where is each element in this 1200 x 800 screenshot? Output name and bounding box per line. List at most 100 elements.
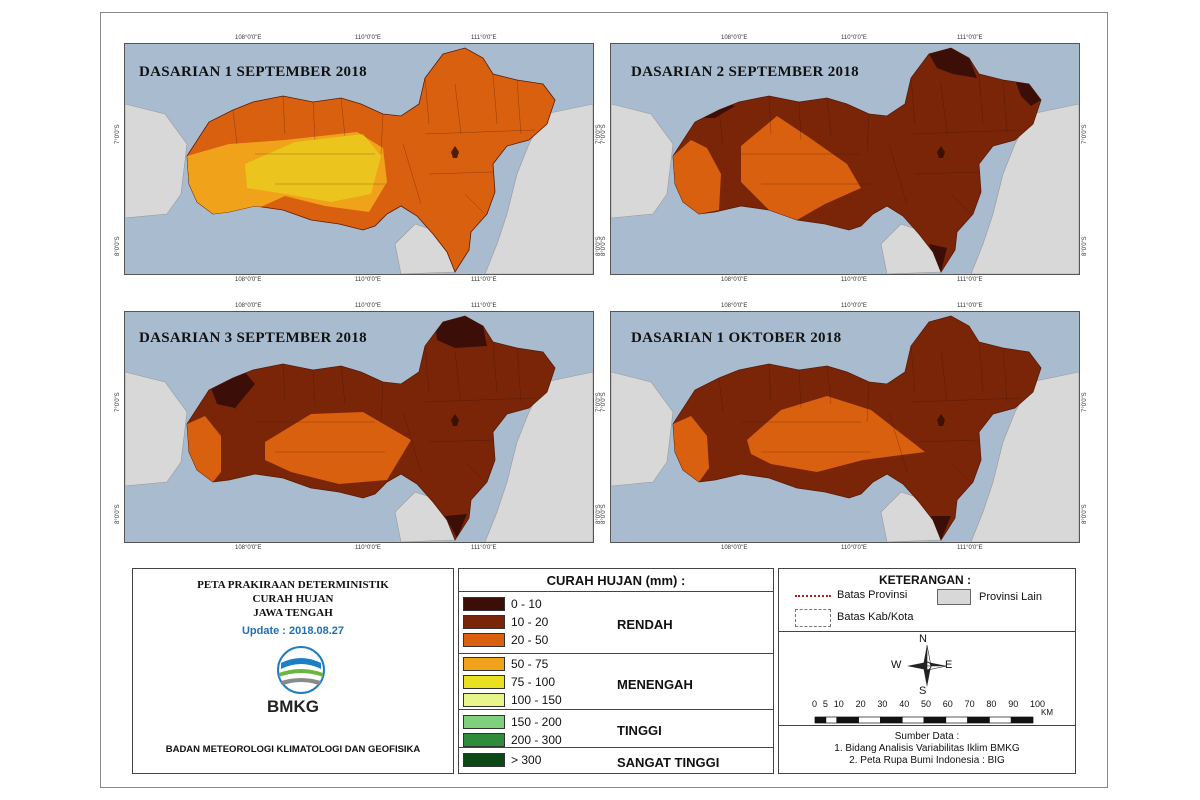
longitude-label: 110°0'0"E [355, 277, 381, 283]
legend-swatch [463, 692, 505, 707]
regency-boundary [380, 113, 384, 155]
scale-unit: KM [1041, 708, 1053, 717]
compass-west: W [891, 659, 902, 671]
legend-row: 200 - 300 [463, 731, 562, 748]
east-java-land [484, 103, 593, 274]
bmkg-logo-text: BMKG [267, 697, 319, 716]
city-marker [451, 146, 459, 158]
longitude-label: 111°0'0"E [471, 277, 497, 283]
regency-boundary [282, 363, 286, 403]
west-java-land [611, 371, 674, 487]
legend-row: 10 - 20 [463, 613, 548, 630]
latitude-label: 7°0'0"S [601, 392, 607, 412]
regency-boundary [888, 411, 908, 473]
regency-boundary [950, 461, 972, 483]
regency-boundary [978, 73, 984, 125]
regency-boundary [718, 377, 724, 413]
east-java-land [484, 371, 593, 542]
longitude-label: 111°0'0"E [471, 35, 497, 41]
latitude-label: 7°0'0"S [115, 124, 121, 144]
legend-header: CURAH HUJAN (mm) : [546, 573, 686, 588]
legend-swatch [463, 656, 505, 671]
city-marker [451, 414, 459, 426]
longitude-label: 110°0'0"E [841, 35, 867, 41]
regency-boundary [978, 341, 984, 393]
legend-range-label: 10 - 20 [511, 614, 549, 629]
regency-boundary [312, 369, 316, 409]
map-canvas [125, 44, 593, 274]
regency-boundary [428, 171, 494, 175]
legend-swatch [463, 614, 505, 629]
latitude-label: 8°0'0"S [115, 504, 121, 524]
scale-segment [858, 716, 881, 724]
scale-label: 10 [833, 699, 844, 709]
rainfall-zones [673, 341, 1022, 540]
info-box: PETA PRAKIRAAN DETERMINISTIK CURAH HUJAN… [132, 568, 454, 774]
longitude-label: 108°0'0"E [721, 545, 748, 551]
regency-boundary [232, 109, 238, 145]
legend-swatch [463, 732, 505, 747]
regency-boundary [1002, 79, 1008, 135]
provinsi-lain-label: Provinsi Lain [979, 591, 1042, 603]
east-java-land [970, 103, 1079, 274]
compass-south: S [919, 685, 927, 697]
panel-title: DASARIAN 3 SEPTEMBER 2018 [139, 330, 367, 346]
regency-boundary [940, 83, 948, 135]
legend-range-label: 20 - 50 [511, 632, 549, 647]
longitude-label: 108°0'0"E [721, 35, 748, 41]
longitude-label: 110°0'0"E [355, 303, 381, 309]
scale-segment [923, 716, 947, 724]
regency-boundary [950, 193, 972, 215]
rainfall-zone-5 [929, 244, 947, 272]
latitude-label: 8°0'0"S [601, 236, 607, 256]
scale-segment [836, 716, 859, 724]
regency-boundary [380, 381, 384, 423]
rainfall-zones [187, 73, 536, 215]
legend-range-label: 0 - 10 [511, 596, 542, 611]
longitude-label: 110°0'0"E [841, 303, 867, 309]
central-java-province [672, 47, 1042, 273]
longitude-label: 108°0'0"E [721, 277, 748, 283]
scale-segment [814, 716, 827, 724]
regency-boundary [516, 347, 522, 403]
keterangan-box: KETERANGAN : Batas Provinsi Provinsi Lai… [778, 568, 1076, 774]
rainfall-legend: CURAH HUJAN (mm) : 0 - 10 10 - 20 20 - 50 5… [458, 568, 774, 774]
map-panel-dasarian-2-september: DASARIAN 2 SEPTEMBER 2018 108°0'0"E 108°0'… [601, 35, 1088, 283]
rainfall-zone-0 [673, 140, 721, 214]
rainfall-zone-4 [1015, 80, 1041, 106]
map-canvas [611, 44, 1079, 274]
legend-swatch [463, 752, 505, 767]
west-java-land [125, 371, 188, 487]
regency-boundary [798, 369, 802, 409]
regency-boundary [424, 345, 430, 393]
panel-title: DASARIAN 1 OKTOBER 2018 [631, 330, 842, 346]
regency-boundary [464, 193, 486, 215]
scale-segment [901, 716, 925, 724]
scale-segment [880, 716, 903, 724]
regency-boundary [910, 345, 916, 393]
panel-title: DASARIAN 2 SEPTEMBER 2018 [631, 64, 859, 80]
regency-boundary [826, 97, 832, 137]
latitude-label: 8°0'0"S [1082, 504, 1088, 524]
category-sangat-tinggi: SANGAT TINGGI [617, 755, 720, 770]
batas-kab-label: Batas Kab/Kota [837, 611, 914, 623]
regency-boundary [340, 365, 346, 405]
city-marker [937, 414, 945, 426]
legend-range-label: 200 - 300 [511, 732, 562, 747]
source-1: 1. Bidang Analisis Variabilitas Iklim BM… [834, 743, 1020, 754]
scale-segment [989, 716, 1012, 724]
longitude-label: 108°0'0"E [235, 303, 262, 309]
map-title-line3: JAWA TENGAH [253, 607, 333, 619]
longitude-label: 110°0'0"E [841, 545, 867, 551]
regency-boundary [492, 73, 498, 125]
east-java-land [970, 371, 1079, 542]
legend-range-label: 50 - 75 [511, 656, 549, 671]
scale-bar [813, 711, 1035, 729]
regency-boundary [402, 411, 422, 473]
regency-boundary [914, 439, 980, 443]
provincial-boundary-line-icon [795, 595, 831, 597]
longitude-label: 111°0'0"E [471, 303, 497, 309]
update-date: Update : 2018.08.27 [241, 625, 345, 637]
category-tinggi: TINGGI [617, 723, 662, 738]
regency-boundary [768, 363, 772, 403]
